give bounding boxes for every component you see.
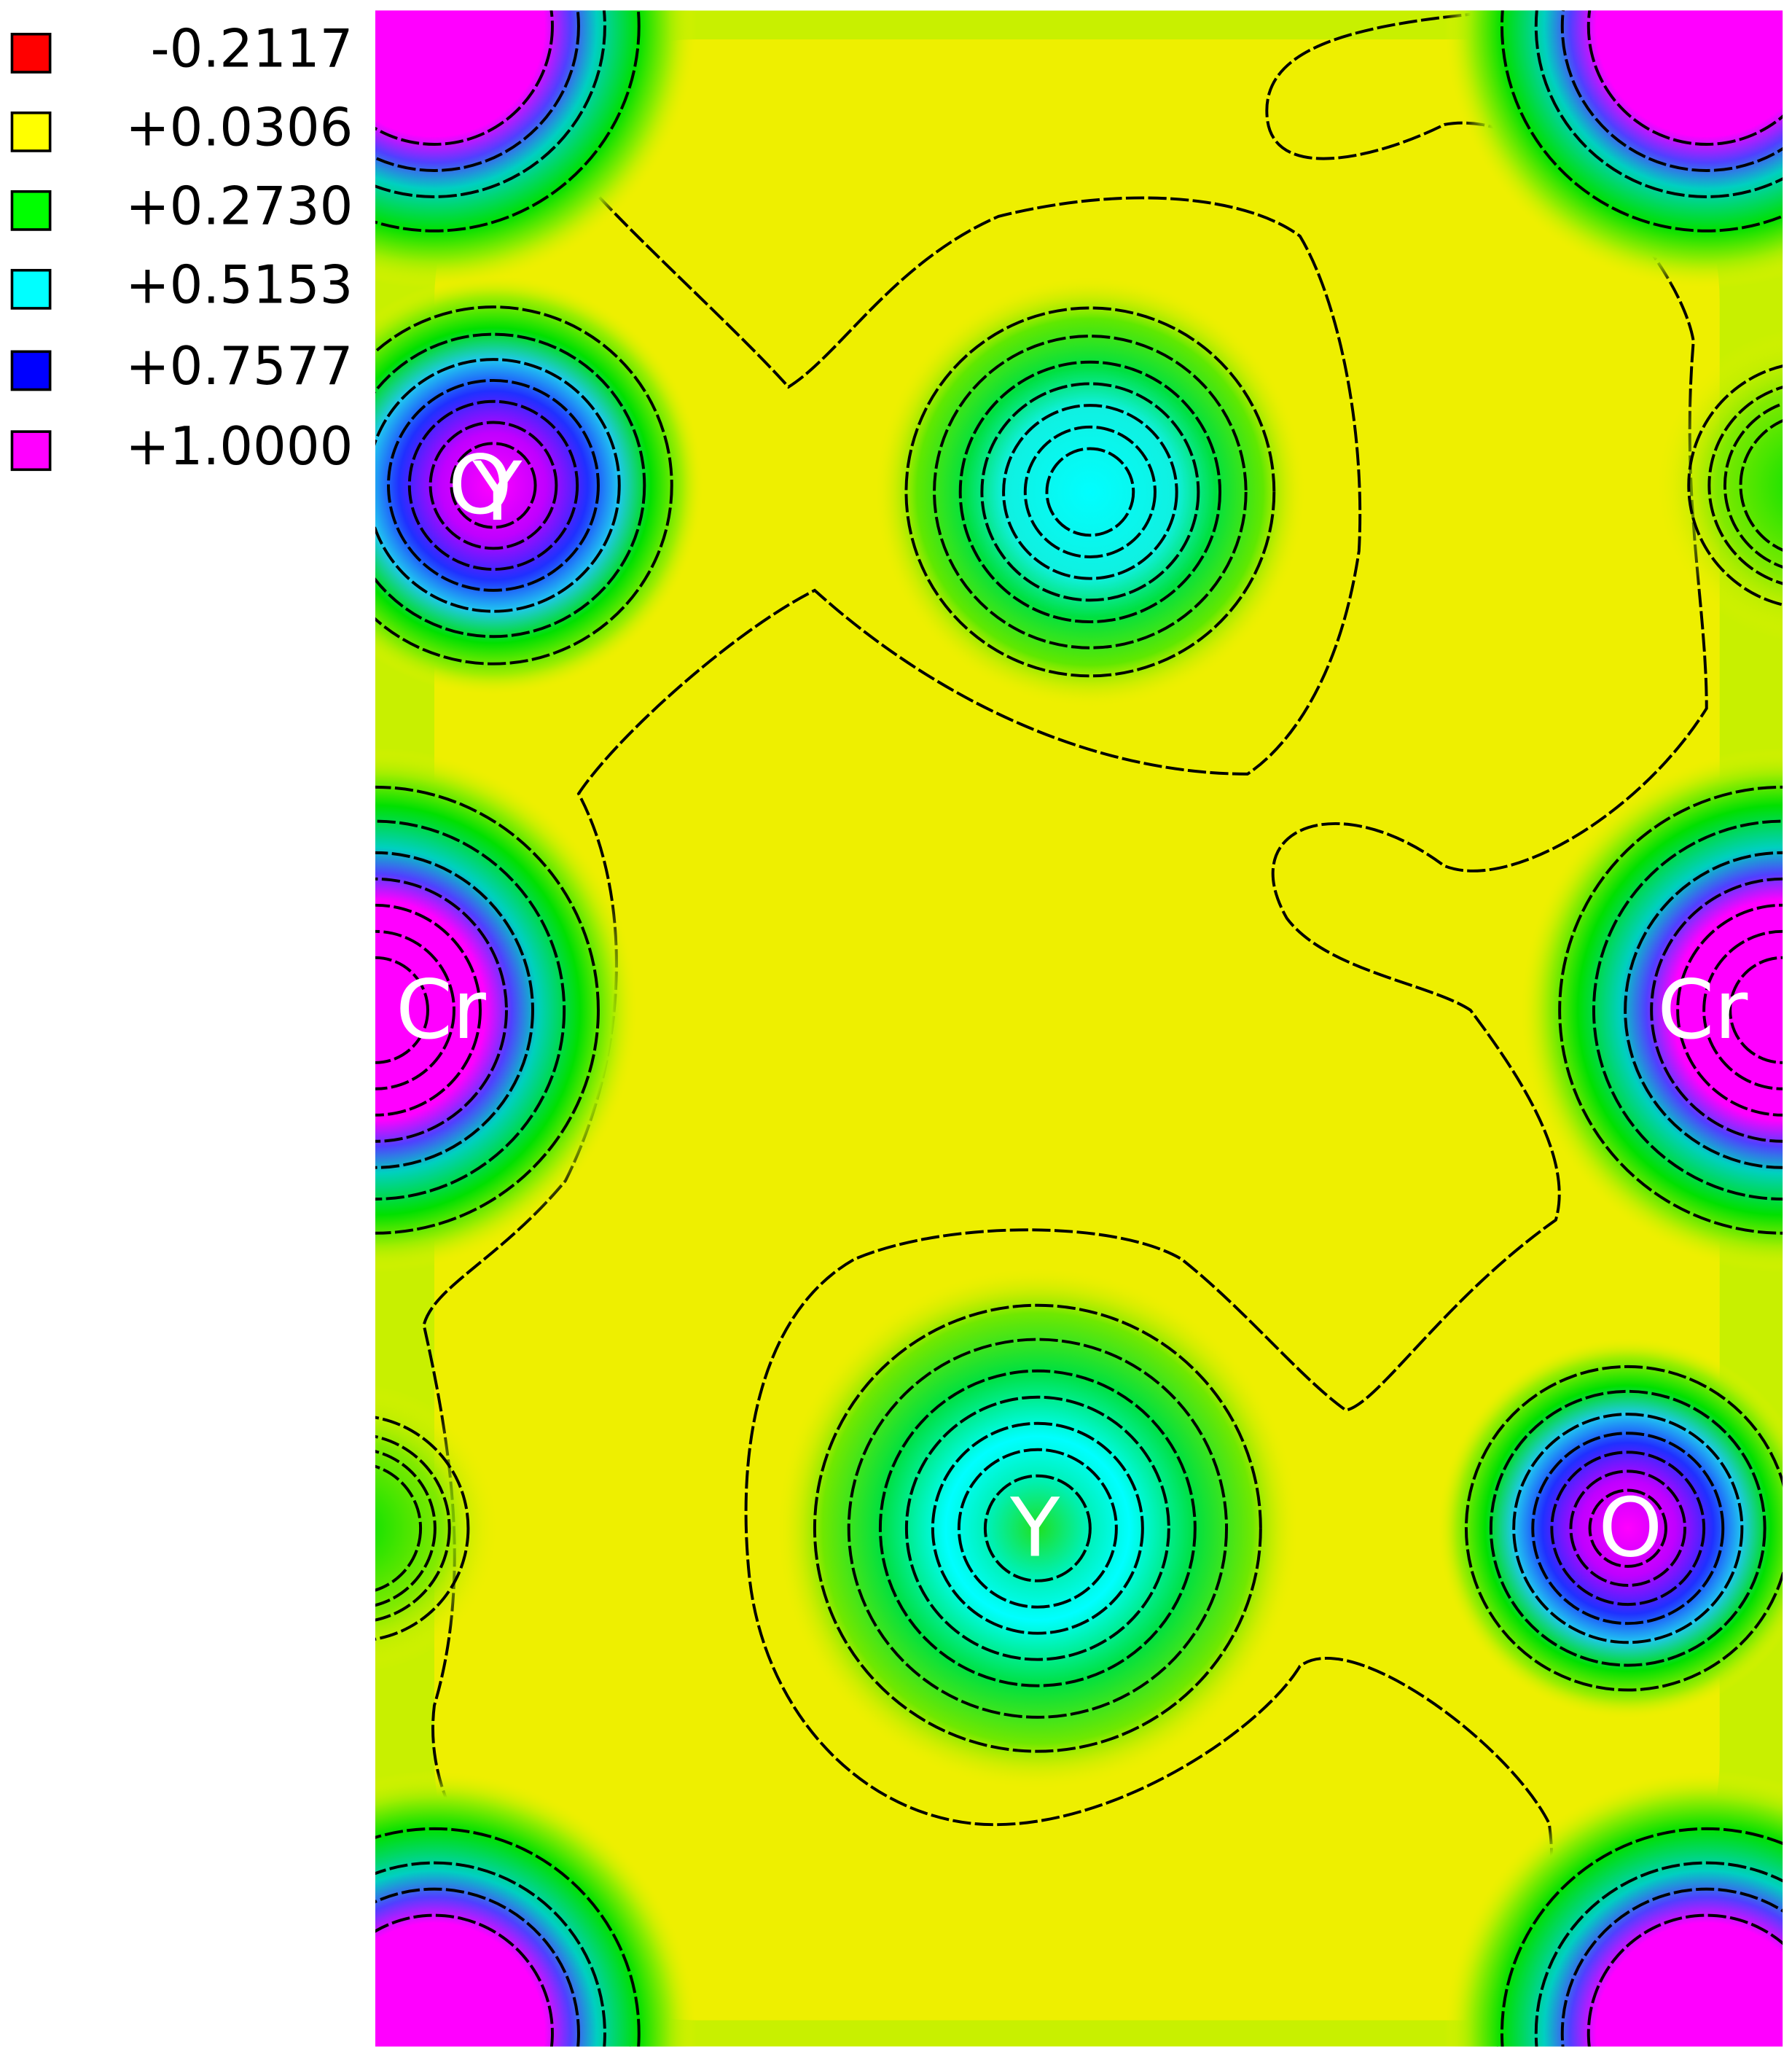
- density-blob: [375, 747, 638, 1273]
- contour-line: [1500, 10, 1783, 233]
- contour-line: [933, 335, 1248, 649]
- contour-line: [1676, 903, 1783, 1117]
- density-blob: [775, 1265, 1300, 1791]
- contour-line: [387, 378, 600, 592]
- contour-line: [1702, 929, 1783, 1090]
- contour-line: [375, 819, 566, 1201]
- legend-swatch: [10, 268, 52, 310]
- atom-label: O: [1598, 1481, 1662, 1576]
- contour-line: [450, 442, 537, 529]
- contour-line: [375, 10, 606, 198]
- atom-label: Y: [472, 445, 523, 539]
- contour-line: [983, 1474, 1092, 1582]
- contour-line: [375, 903, 482, 1117]
- contour-line: [1512, 1413, 1744, 1644]
- density-blob: [1444, 1771, 1783, 2047]
- density-blob: [375, 1385, 500, 1671]
- density-blob: [375, 10, 697, 289]
- contour-line: [1569, 1469, 1687, 1587]
- contour-line: [375, 1861, 606, 2047]
- contour-line: [1500, 1827, 1783, 2047]
- contour-line: [375, 1416, 470, 1641]
- contour-line: [375, 1887, 580, 2047]
- density-blob: [375, 1771, 697, 2047]
- contour-line: [375, 851, 534, 1169]
- contour-line: [1558, 785, 1783, 1235]
- contour-line: [1729, 956, 1783, 1064]
- density-blob: [1444, 10, 1783, 289]
- density-blob: [873, 275, 1307, 709]
- contour-line: [1489, 1389, 1766, 1667]
- contour-line: [375, 1450, 437, 1607]
- contour-line: [375, 1464, 423, 1592]
- legend-label: +0.0306: [125, 96, 353, 157]
- contour-line: [375, 956, 429, 1064]
- legend-label: +1.0000: [125, 415, 353, 477]
- contour-line: [1723, 402, 1783, 569]
- density-blob: [1654, 330, 1783, 641]
- contour-line: [1586, 10, 1783, 146]
- legend-label: -0.2117: [151, 18, 353, 79]
- contour-line: [375, 332, 646, 639]
- contour-line: [1534, 1861, 1783, 2047]
- contour-line: [407, 399, 579, 571]
- contour-line: [904, 1395, 1170, 1661]
- contour-line: [1592, 819, 1783, 1201]
- contour-line: [931, 1421, 1144, 1635]
- contour-line: [847, 1338, 1229, 1719]
- contour-line: [1588, 1488, 1667, 1568]
- density-blob: [375, 276, 703, 695]
- contour-line: [375, 929, 455, 1090]
- legend-swatch: [10, 32, 52, 74]
- contour-line: [1534, 10, 1783, 198]
- contour-line: [813, 1303, 1262, 1753]
- contour-line: [1002, 404, 1178, 580]
- contour-line: [375, 785, 600, 1235]
- contour-line: [375, 1827, 641, 2047]
- contour-line: [878, 1369, 1197, 1687]
- contour-line: [1650, 877, 1783, 1143]
- contour-line: [375, 10, 554, 146]
- contour-line: [1586, 1913, 1783, 2047]
- contour-line: [1550, 1451, 1706, 1607]
- contour-line: [980, 382, 1200, 602]
- legend: -0.2117 +0.0306 +0.2730 +0.5153 +0.7577 +1.00…: [10, 18, 353, 477]
- atom-label: O: [448, 438, 512, 533]
- contour-line: [958, 360, 1222, 624]
- contour-line: [1560, 10, 1783, 172]
- legend-swatch: [10, 190, 52, 231]
- density-map: [375, 10, 1783, 2047]
- contour-line: [1531, 1432, 1725, 1625]
- contour-line: [904, 306, 1276, 678]
- contour-line: [1560, 1887, 1783, 2047]
- contour-line: [429, 421, 558, 550]
- contour-line: [375, 10, 641, 233]
- atom-label: Cr: [396, 963, 486, 1058]
- contour-line: [1707, 386, 1783, 585]
- contour-line: [1465, 1365, 1783, 1692]
- contour-line: [375, 358, 621, 613]
- atom-label: Cr: [1657, 963, 1748, 1058]
- contour-line: [375, 877, 508, 1143]
- legend-swatch: [10, 350, 52, 391]
- contour-line: [744, 12, 1708, 2047]
- legend-swatch: [10, 430, 52, 472]
- legend-swatch: [10, 111, 52, 152]
- contour-line: [1045, 447, 1135, 537]
- density-blob: [1437, 1338, 1783, 1719]
- legend-label: +0.5153: [125, 254, 353, 315]
- contour-line: [375, 305, 673, 666]
- contour-line: [375, 1913, 554, 2047]
- contour-line: [1624, 851, 1783, 1169]
- legend-label: +0.2730: [125, 175, 353, 236]
- contour-line: [375, 1435, 451, 1622]
- contour-line: [1023, 425, 1157, 558]
- contour-line: [957, 1448, 1118, 1609]
- legend-label: +0.7577: [125, 335, 353, 397]
- contour-line: [375, 10, 580, 172]
- atom-label: Y: [1009, 1481, 1060, 1576]
- contour-line: [1687, 364, 1783, 606]
